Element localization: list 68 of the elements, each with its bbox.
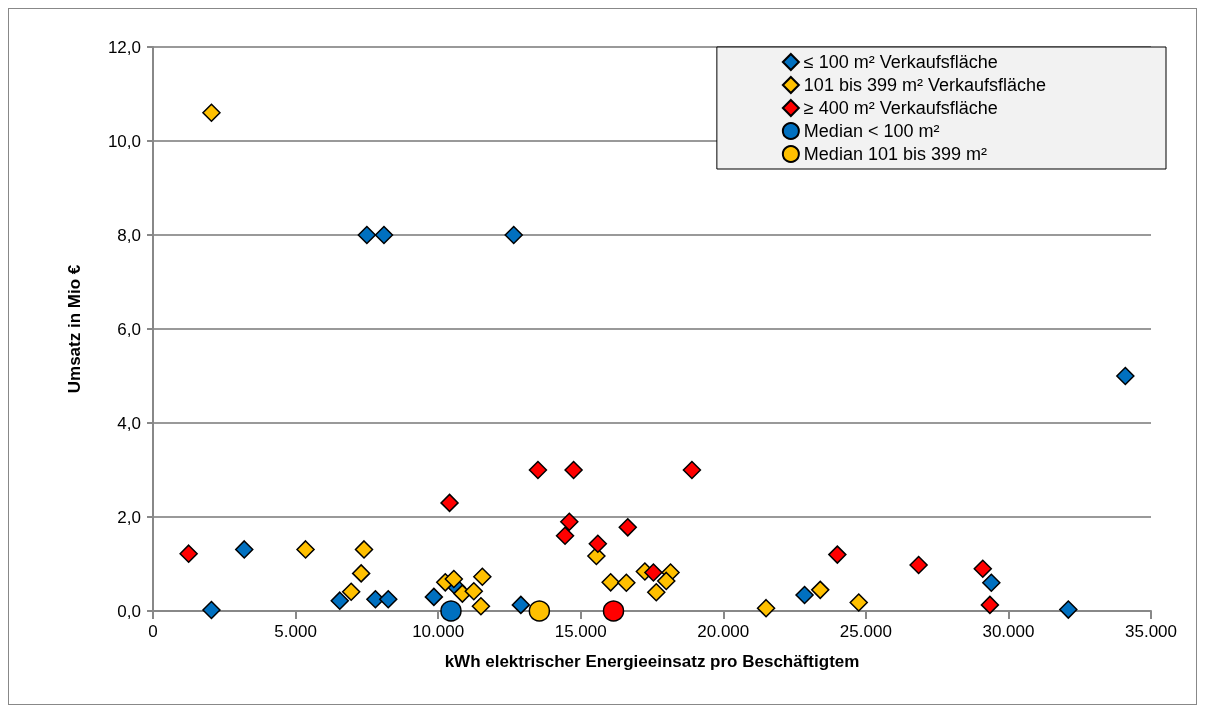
point <box>564 460 583 480</box>
point <box>464 582 484 601</box>
y-tick-label: 10,0 <box>107 131 141 151</box>
legend-label: Median < 100 m² <box>803 121 940 141</box>
point <box>473 567 492 586</box>
point <box>341 582 361 601</box>
point <box>588 534 608 554</box>
point <box>601 573 620 592</box>
point <box>528 600 551 622</box>
point <box>828 545 847 564</box>
x-tick-label: 30.000 <box>982 622 1035 641</box>
point <box>617 573 636 593</box>
point <box>1059 600 1078 619</box>
point <box>357 225 377 245</box>
point <box>756 598 776 618</box>
legend-label: ≥ 400 m² Verkaufsfläche <box>803 98 998 118</box>
point <box>555 526 575 546</box>
point <box>560 512 579 531</box>
point <box>795 585 814 605</box>
point <box>810 580 830 600</box>
point <box>444 569 464 589</box>
point <box>378 590 398 609</box>
point <box>354 540 374 559</box>
x-tick-label: 35.000 <box>1125 622 1177 641</box>
point <box>657 571 676 591</box>
point <box>973 559 993 578</box>
point <box>351 564 371 583</box>
point <box>1116 366 1135 386</box>
y-tick-label: 4,0 <box>117 413 141 433</box>
x-tick-label: 20.000 <box>697 622 750 641</box>
point <box>849 593 868 612</box>
point <box>424 587 444 607</box>
point <box>330 591 350 610</box>
y-tick-label: 6,0 <box>117 319 141 339</box>
x-axis-title: kWh elektrischer Energieeinsatz pro Beschäftigtem <box>444 652 860 671</box>
y-tick-label: 0,0 <box>117 601 141 621</box>
point <box>440 493 459 513</box>
point <box>504 225 523 245</box>
point <box>202 600 221 620</box>
y-tick-label: 12,0 <box>107 37 141 57</box>
point <box>644 563 663 582</box>
point <box>235 540 254 559</box>
point <box>202 103 221 123</box>
point <box>647 582 666 602</box>
point <box>982 573 1001 593</box>
point <box>511 595 531 615</box>
point <box>682 460 702 480</box>
y-tick-label: 2,0 <box>117 507 141 527</box>
point <box>909 555 928 575</box>
x-tick-label: 10.000 <box>412 622 465 641</box>
x-tick-label: 15.000 <box>554 622 607 641</box>
point <box>471 597 491 616</box>
point <box>374 225 394 245</box>
point <box>179 544 198 563</box>
legend-label: 101 bis 399 m² Verkaufsfläche <box>803 75 1046 95</box>
point <box>440 600 462 622</box>
y-axis-title: Umsatz in Mio € <box>65 264 84 394</box>
point <box>618 518 638 537</box>
legend-label: Median 101 bis 399 m² <box>803 144 987 164</box>
point <box>602 600 625 622</box>
x-tick-label: 25.000 <box>839 622 892 641</box>
legend-label: ≤ 100 m² Verkaufsfläche <box>803 52 998 72</box>
x-tick-label: 5.000 <box>274 622 317 641</box>
y-tick-label: 8,0 <box>117 225 141 245</box>
point <box>296 540 315 559</box>
point <box>528 460 548 480</box>
x-tick-label: 0 <box>148 622 158 641</box>
point <box>980 595 1000 615</box>
